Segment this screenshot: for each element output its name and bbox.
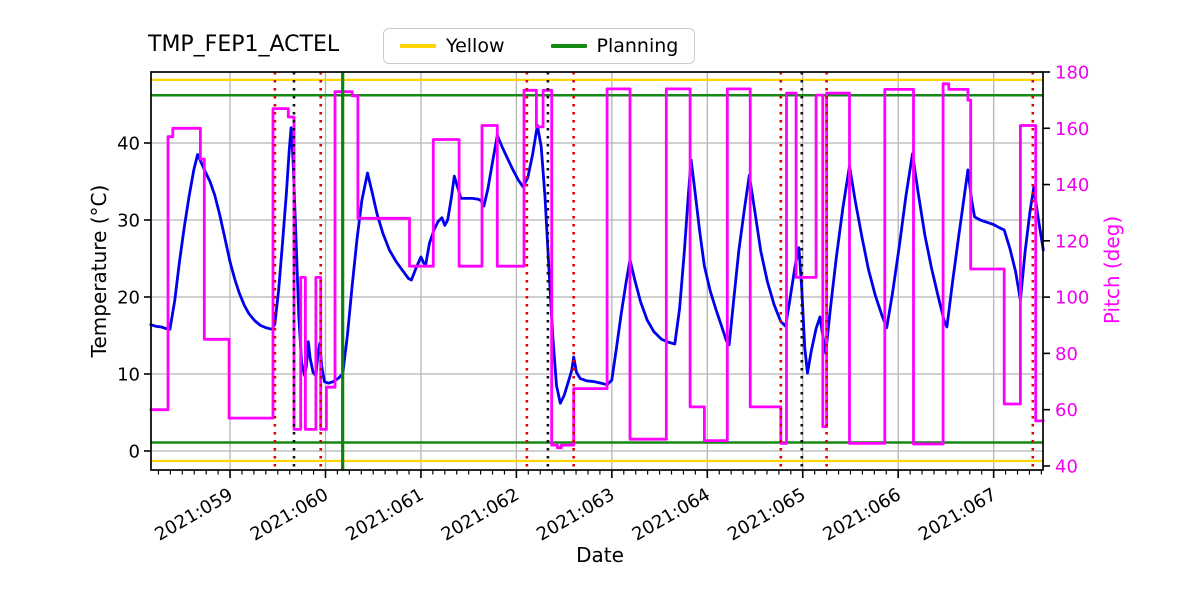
right-y-tick-label: 60 [1055, 400, 1078, 421]
pitch-series-line [149, 82, 1045, 450]
x-tick-label: 2021:064 [629, 484, 714, 545]
left-y-axis-label: Temperature (°C) [87, 184, 111, 358]
legend-entry-yellow: Yellow [400, 35, 505, 57]
right-y-tick-label: 80 [1055, 344, 1078, 365]
x-tick-label: 2021:067 [915, 484, 1000, 545]
right-y-tick-label: 40 [1055, 456, 1078, 477]
left-y-tick-label: 30 [117, 210, 140, 231]
legend: Yellow Planning [383, 28, 696, 64]
right-y-tick-label: 120 [1055, 231, 1089, 252]
right-y-tick-label: 160 [1055, 119, 1089, 140]
left-y-tick-label: 20 [117, 287, 140, 308]
right-y-axis-label: Pitch (deg) [1100, 215, 1124, 325]
x-tick-label: 2021:060 [247, 484, 332, 545]
x-axis-label: Date [576, 543, 624, 567]
axes-spines [150, 71, 1044, 471]
legend-label: Yellow [446, 35, 505, 57]
x-tick-label: 2021:061 [342, 484, 427, 545]
planning-limit-line-sample [550, 44, 587, 48]
right-y-tick-label: 100 [1055, 288, 1089, 309]
right-y-tick-label: 180 [1055, 63, 1089, 84]
right-y-tick-label: 140 [1055, 175, 1089, 196]
x-tick-label: 2021:065 [724, 484, 809, 545]
legend-label: Planning [596, 35, 679, 57]
legend-entry-planning: Planning [550, 35, 679, 57]
yellow-limit-line-sample [400, 44, 436, 48]
left-y-tick-label: 40 [117, 133, 140, 154]
left-y-tick-label: 10 [117, 364, 140, 385]
temperature-series-line [149, 123, 1045, 405]
x-tick-label: 2021:063 [533, 484, 618, 545]
chart-title: TMP_FEP1_ACTEL [148, 32, 340, 57]
x-tick-label: 2021:066 [820, 484, 905, 545]
x-tick-label: 2021:062 [438, 484, 523, 545]
x-tick-label: 2021:059 [151, 484, 236, 545]
left-y-tick-label: 0 [129, 441, 140, 462]
